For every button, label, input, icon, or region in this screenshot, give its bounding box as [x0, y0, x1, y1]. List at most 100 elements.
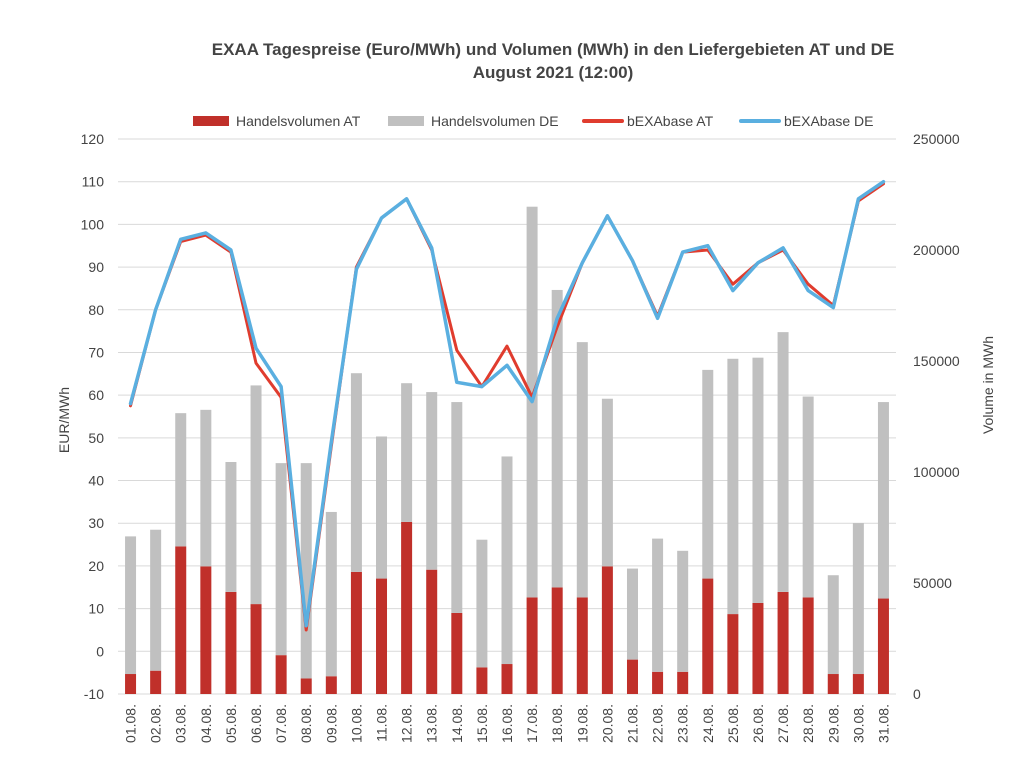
- bar-handelsvolumen-at: [601, 566, 613, 694]
- bar-handelsvolumen-de: [350, 373, 362, 572]
- bar-handelsvolumen-at: [827, 674, 839, 694]
- bar-handelsvolumen-de: [300, 463, 312, 679]
- bar-handelsvolumen-de: [125, 536, 137, 675]
- bar-handelsvolumen-at: [777, 591, 789, 694]
- x-tick-label: 25.08.: [725, 704, 741, 743]
- bar-handelsvolumen-de: [551, 289, 563, 588]
- bar-handelsvolumen-de: [626, 568, 638, 660]
- bar-handelsvolumen-at: [200, 566, 212, 694]
- legend-swatch-handelsvolumen-at: [193, 116, 229, 126]
- x-tick-label: 07.08.: [273, 704, 289, 743]
- x-tick-label: 13.08.: [424, 704, 440, 743]
- bar-handelsvolumen-de: [852, 523, 864, 675]
- bar-handelsvolumen-at: [551, 587, 563, 694]
- bar-handelsvolumen-de: [727, 358, 739, 615]
- bar-handelsvolumen-at: [275, 655, 287, 694]
- bar-handelsvolumen-de: [200, 409, 212, 567]
- bar-handelsvolumen-at: [325, 676, 337, 694]
- x-tick-label: 14.08.: [449, 704, 465, 743]
- bar-handelsvolumen-de: [426, 392, 438, 570]
- bar-handelsvolumen-de: [652, 538, 664, 672]
- bar-handelsvolumen-de: [476, 539, 488, 668]
- x-tick-label: 09.08.: [323, 704, 339, 743]
- x-tick-label: 28.08.: [800, 704, 816, 743]
- x-tick-label: 15.08.: [474, 704, 490, 743]
- x-tick-label: 30.08.: [850, 704, 866, 743]
- x-tick-label: 29.08.: [825, 704, 841, 743]
- bar-handelsvolumen-de: [275, 463, 287, 656]
- y-tick-label: 50: [88, 430, 104, 446]
- bar-handelsvolumen-at: [426, 569, 438, 694]
- bar-handelsvolumen-at: [626, 659, 638, 694]
- x-tick-label: 31.08.: [875, 704, 891, 743]
- x-tick-label: 02.08.: [148, 704, 164, 743]
- bar-handelsvolumen-at: [727, 614, 739, 694]
- y-axis-label: EUR/MWh: [56, 387, 72, 453]
- bar-handelsvolumen-de: [451, 402, 463, 613]
- x-tick-label: 11.08.: [374, 704, 390, 742]
- bar-handelsvolumen-de: [576, 342, 588, 598]
- bar-handelsvolumen-de: [250, 385, 262, 605]
- bar-handelsvolumen-de: [802, 396, 814, 598]
- bar-handelsvolumen-de: [677, 550, 689, 672]
- bar-handelsvolumen-at: [752, 602, 764, 694]
- x-tick-label: 18.08.: [549, 704, 565, 743]
- bar-handelsvolumen-at: [802, 597, 814, 694]
- bar-handelsvolumen-de: [777, 332, 789, 592]
- y-tick-label: 30: [88, 515, 104, 531]
- bar-handelsvolumen-at: [376, 578, 388, 694]
- x-tick-label: 16.08.: [499, 704, 515, 743]
- y-tick-label: 120: [81, 131, 105, 147]
- x-tick-label: 22.08.: [650, 704, 666, 743]
- chart-subtitle: August 2021 (12:00): [472, 63, 634, 82]
- bar-handelsvolumen-de: [150, 529, 162, 671]
- x-tick-label: 17.08.: [524, 704, 540, 743]
- bar-handelsvolumen-at: [476, 667, 488, 694]
- bar-handelsvolumen-de: [501, 456, 513, 665]
- x-tick-label: 20.08.: [599, 704, 615, 743]
- x-tick-label: 26.08.: [750, 704, 766, 743]
- bar-handelsvolumen-de: [752, 357, 764, 603]
- y-tick-label: 90: [88, 259, 104, 275]
- bar-handelsvolumen-at: [125, 674, 137, 694]
- legend: Handelsvolumen AT Handelsvolumen DE bEXAba…: [193, 113, 874, 129]
- bar-handelsvolumen-at: [300, 678, 312, 694]
- gridlines: [118, 138, 896, 695]
- x-tick-label: 24.08.: [700, 704, 716, 743]
- bar-handelsvolumen-at: [225, 591, 237, 694]
- x-tick-label: 21.08.: [624, 704, 640, 743]
- bar-handelsvolumen-at: [350, 571, 362, 694]
- y2-tick-label: 250000: [913, 131, 960, 147]
- bar-handelsvolumen-at: [175, 546, 187, 694]
- y-tick-label: 60: [88, 387, 104, 403]
- bar-handelsvolumen-at: [576, 597, 588, 694]
- bar-handelsvolumen-at: [401, 521, 413, 694]
- y2-tick-label: 200000: [913, 242, 960, 258]
- x-tick-label: 08.08.: [298, 704, 314, 743]
- bar-handelsvolumen-at: [451, 612, 463, 694]
- bar-handelsvolumen-at: [250, 604, 262, 694]
- y2-tick-label: 150000: [913, 353, 960, 369]
- y-tick-label: -10: [84, 686, 104, 702]
- bar-handelsvolumen-de: [401, 383, 413, 522]
- bar-handelsvolumen-at: [652, 671, 664, 694]
- bar-handelsvolumen-de: [175, 413, 187, 547]
- bar-handelsvolumen-de: [325, 511, 337, 677]
- y-tick-label: 10: [88, 601, 104, 617]
- chart-title: EXAA Tagespreise (Euro/MWh) und Volumen …: [211, 40, 895, 59]
- bar-handelsvolumen-de: [601, 398, 613, 567]
- legend-swatch-handelsvolumen-de: [388, 116, 424, 126]
- y-tick-label: 40: [88, 473, 104, 489]
- x-tick-label: 27.08.: [775, 704, 791, 743]
- lines: [128, 179, 886, 632]
- bar-handelsvolumen-de: [827, 575, 839, 675]
- x-tick-label: 05.08.: [223, 704, 239, 743]
- legend-label-handelsvolumen-de: Handelsvolumen DE: [431, 113, 559, 129]
- y2-axis-label: Volume in MWh: [980, 336, 996, 434]
- bar-handelsvolumen-at: [150, 670, 162, 694]
- y-tick-label: 20: [88, 558, 104, 574]
- line-bexabase-de: [128, 179, 886, 628]
- bar-handelsvolumen-at: [702, 578, 714, 694]
- y-tick-label: 110: [82, 174, 105, 190]
